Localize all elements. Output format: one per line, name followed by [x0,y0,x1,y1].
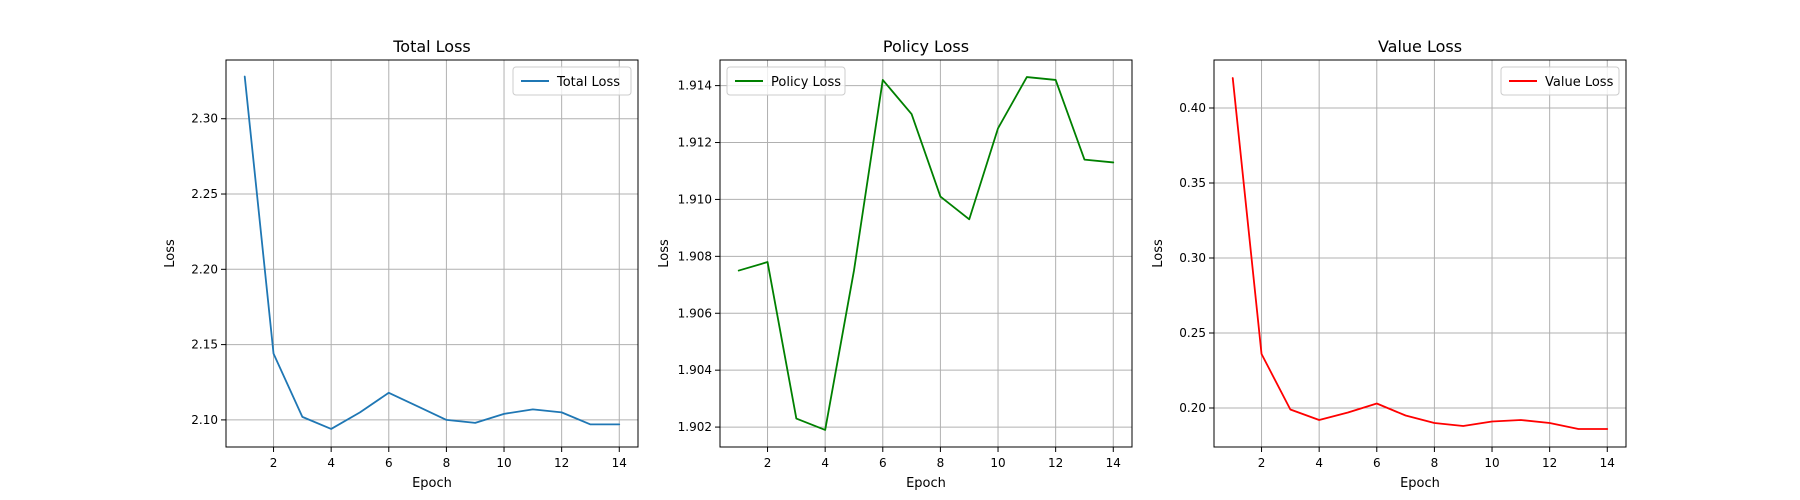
total-loss-legend-box [512,66,632,96]
total-loss-y-axis-label: Loss [163,239,178,268]
value-loss-chart: 2 4 6 8 10 12 14 0.20 0.25 0.30 0.35 0.40 Value Loss… [1151,37,1627,491]
value-loss-x-tick-label: 6 [1373,456,1381,470]
total-loss-legend: Total Loss [512,66,632,96]
value-loss-x-tick-label: 10 [1484,456,1499,470]
total-loss-x-tick-label: 2 [270,456,278,470]
policy-loss-y-tick-label: 1.902 [678,420,712,434]
value-loss-legend: Value Loss [1500,66,1620,96]
value-loss-y-tick-label: 0.40 [1179,101,1206,115]
policy-loss-y-tick-label: 1.906 [678,306,712,320]
policy-loss-plot-frame [719,59,1133,448]
total-loss-title: Total Loss [392,37,471,56]
value-loss-y-tick-label: 0.25 [1179,326,1206,340]
total-loss-y-tick-label: 2.30 [191,112,218,126]
value-loss-x-tick-label: 12 [1542,456,1557,470]
policy-loss-y-axis-label: Loss [657,239,672,268]
policy-loss-y-tick-label: 1.912 [678,136,712,150]
total-loss-legend-label: Total Loss [556,75,620,90]
value-loss-x-tick-label: 8 [1431,456,1439,470]
value-loss-plot-frame [1213,59,1627,448]
total-loss-y-tick-label: 2.10 [191,413,218,427]
policy-loss-chart: 2 4 6 8 10 12 14 1.902 1.904 1.906 1.908 1.910 1.912… [657,37,1133,491]
value-loss-legend-box [1500,66,1620,96]
value-loss-x-tick-label: 14 [1600,456,1615,470]
policy-loss-x-tick-label: 14 [1106,456,1121,470]
total-loss-x-tick-label: 14 [612,456,627,470]
total-loss-plot-frame [225,59,639,448]
total-loss-x-tick-label: 12 [554,456,569,470]
policy-loss-x-tick-label: 12 [1048,456,1063,470]
total-loss-x-tick-label: 8 [443,456,451,470]
policy-loss-series-line [737,76,1115,431]
total-loss-y-tick-label: 2.20 [191,262,218,276]
policy-loss-legend: Policy Loss [726,66,846,96]
policy-loss-x-tick-label: 6 [879,456,887,470]
value-loss-x-tick-label: 2 [1258,456,1266,470]
value-loss-x-tick-label: 4 [1315,456,1323,470]
policy-loss-y-tick-label: 1.910 [678,192,712,206]
value-loss-x-axis-label: Epoch [1400,476,1440,491]
total-loss-x-axis-label: Epoch [412,476,452,491]
policy-loss-x-tick-label: 2 [764,456,772,470]
policy-loss-y-tick-label: 1.908 [678,249,712,263]
value-loss-legend-label: Value Loss [1545,75,1614,90]
total-loss-x-tick-label: 4 [327,456,335,470]
policy-loss-y-tick-label: 1.914 [678,79,712,93]
policy-loss-title: Policy Loss [883,37,969,56]
policy-loss-x-tick-label: 8 [937,456,945,470]
policy-loss-legend-label: Policy Loss [771,75,841,90]
value-loss-y-tick-label: 0.20 [1179,401,1206,415]
total-loss-x-tick-label: 6 [385,456,393,470]
total-loss-series-line [243,75,621,430]
value-loss-y-tick-label: 0.30 [1179,251,1206,265]
total-loss-y-tick-label: 2.15 [191,338,218,352]
policy-loss-legend-box [726,66,846,96]
value-loss-y-tick-label: 0.35 [1179,176,1206,190]
total-loss-x-tick-label: 10 [496,456,511,470]
value-loss-title: Value Loss [1378,37,1462,56]
policy-loss-y-tick-label: 1.904 [678,363,712,377]
policy-loss-x-tick-label: 4 [821,456,829,470]
value-loss-y-axis-label: Loss [1151,239,1166,268]
total-loss-chart: 2 4 6 8 10 12 14 2.10 2.15 2.20 2.25 2.30 Total Loss… [163,37,639,491]
value-loss-series-line [1231,77,1609,430]
total-loss-y-tick-label: 2.25 [191,187,218,201]
policy-loss-x-axis-label: Epoch [906,476,946,491]
policy-loss-x-tick-label: 10 [990,456,1005,470]
